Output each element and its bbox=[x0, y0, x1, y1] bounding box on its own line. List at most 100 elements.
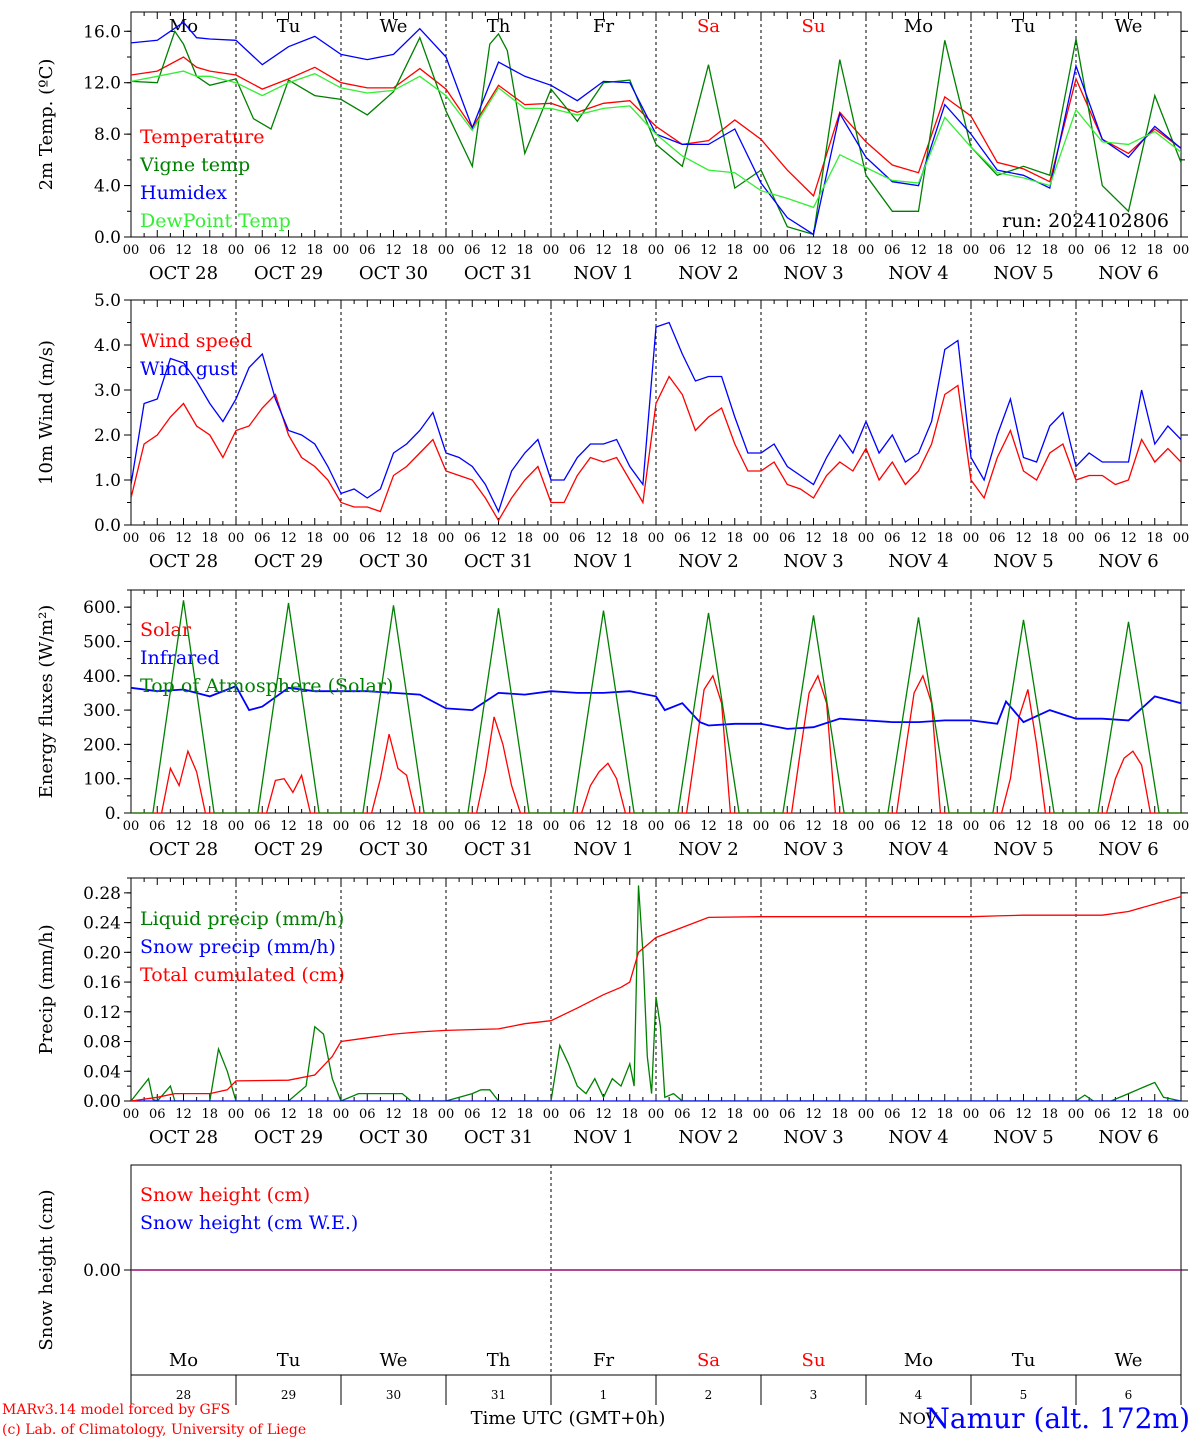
legend-entry: DewPoint Temp bbox=[140, 210, 291, 232]
x-tick-label: 12 bbox=[1015, 243, 1032, 258]
x-tick-label: 18 bbox=[621, 243, 638, 258]
date-label: NOV 2 bbox=[678, 1127, 738, 1148]
date-label: OCT 31 bbox=[464, 551, 533, 572]
day-number: 28 bbox=[176, 1388, 191, 1402]
day-label: Sa bbox=[697, 16, 720, 37]
x-tick-label: 18 bbox=[831, 1107, 848, 1122]
x-tick-label: 12 bbox=[490, 531, 507, 546]
day-number: 29 bbox=[281, 1388, 296, 1402]
series-line bbox=[131, 29, 1181, 236]
x-tick-label: 00 bbox=[228, 819, 245, 834]
y-tick-label: 0.16 bbox=[83, 973, 121, 993]
x-tick-label: 00 bbox=[963, 819, 980, 834]
day-label: Mo bbox=[904, 16, 933, 37]
y-tick-label: 0.0 bbox=[94, 228, 121, 248]
x-tick-label: 06 bbox=[359, 531, 376, 546]
x-tick-label: 00 bbox=[333, 819, 350, 834]
series-line bbox=[131, 684, 1181, 730]
x-tick-label: 00 bbox=[1173, 531, 1190, 546]
x-tick-label: 06 bbox=[779, 243, 796, 258]
y-tick-label: 0.20 bbox=[83, 943, 121, 963]
x-tick-label: 12 bbox=[805, 819, 822, 834]
x-tick-label: 00 bbox=[648, 243, 665, 258]
day-label: Fr bbox=[593, 1350, 614, 1371]
panels: 00 06 12 18 OCT 28 00 06 12 18 OCT 29 00 06 12 18 OCT … bbox=[36, 11, 1190, 1405]
x-tick-label: 00 bbox=[123, 243, 140, 258]
x-tick-label: 18 bbox=[621, 531, 638, 546]
x-tick-label: 18 bbox=[726, 243, 743, 258]
x-tick-label: 12 bbox=[175, 819, 192, 834]
x-tick-label: 06 bbox=[149, 1107, 166, 1122]
date-label: OCT 30 bbox=[359, 551, 428, 572]
x-tick-label: 00 bbox=[648, 819, 665, 834]
x-tick-label: 06 bbox=[884, 819, 901, 834]
date-label: OCT 28 bbox=[149, 1127, 218, 1148]
date-label: NOV 4 bbox=[888, 839, 948, 860]
x-tick-label: 00 bbox=[858, 243, 875, 258]
y-tick-label: 0.04 bbox=[83, 1062, 121, 1082]
x-tick-label: 00 bbox=[543, 1107, 560, 1122]
day-label: We bbox=[1115, 16, 1143, 37]
x-tick-label: 00 bbox=[753, 819, 770, 834]
x-tick-label: 00 bbox=[333, 1107, 350, 1122]
x-tick-label: 00 bbox=[543, 531, 560, 546]
series-line bbox=[131, 885, 1181, 1101]
run-label: run: 2024102806 bbox=[1002, 210, 1169, 232]
x-tick-label: 12 bbox=[175, 1107, 192, 1122]
x-tick-label: 18 bbox=[516, 531, 533, 546]
date-label: NOV 3 bbox=[783, 263, 843, 284]
day-label: We bbox=[1115, 1350, 1143, 1371]
x-tick-label: 06 bbox=[149, 819, 166, 834]
y-axis-label: 10m Wind (m/s) bbox=[36, 340, 57, 485]
x-tick-label: 12 bbox=[1120, 243, 1137, 258]
date-label: NOV 4 bbox=[888, 263, 948, 284]
date-label: NOV 3 bbox=[783, 1127, 843, 1148]
x-tick-label: 06 bbox=[674, 531, 691, 546]
day-label: Tu bbox=[1012, 1350, 1036, 1371]
x-tick-label: 00 bbox=[648, 531, 665, 546]
x-tick-label: 06 bbox=[359, 1107, 376, 1122]
date-label: OCT 28 bbox=[149, 263, 218, 284]
date-label: OCT 29 bbox=[254, 263, 323, 284]
x-tick-label: 00 bbox=[543, 819, 560, 834]
x-tick-label: 06 bbox=[569, 243, 586, 258]
x-tick-label: 00 bbox=[228, 243, 245, 258]
date-label: NOV 1 bbox=[573, 1127, 633, 1148]
x-tick-label: 12 bbox=[280, 1107, 297, 1122]
x-tick-label: 00 bbox=[753, 243, 770, 258]
y-tick-label: 4.0 bbox=[94, 177, 121, 197]
y-tick-label: 400. bbox=[83, 667, 121, 687]
x-tick-label: 12 bbox=[385, 243, 402, 258]
x-tick-label: 18 bbox=[936, 531, 953, 546]
x-tick-label: 06 bbox=[884, 243, 901, 258]
date-label: NOV 6 bbox=[1098, 839, 1158, 860]
x-tick-label: 06 bbox=[254, 243, 271, 258]
legend-entry: Vigne temp bbox=[139, 154, 250, 176]
legend-entry: Snow height (cm) bbox=[140, 1184, 310, 1206]
day-number: 30 bbox=[386, 1388, 401, 1402]
x-tick-label: 06 bbox=[359, 243, 376, 258]
day-label: Tu bbox=[277, 1350, 301, 1371]
x-tick-label: 12 bbox=[595, 531, 612, 546]
x-tick-label: 18 bbox=[201, 531, 218, 546]
x-tick-label: 06 bbox=[149, 531, 166, 546]
x-tick-label: 12 bbox=[1015, 819, 1032, 834]
x-tick-label: 12 bbox=[490, 1107, 507, 1122]
x-tick-label: 12 bbox=[1015, 1107, 1032, 1122]
x-tick-label: 18 bbox=[516, 819, 533, 834]
x-tick-label: 00 bbox=[963, 1107, 980, 1122]
day-label: Mo bbox=[169, 1350, 198, 1371]
x-tick-label: 18 bbox=[936, 819, 953, 834]
legend-entry: Wind speed bbox=[140, 330, 252, 352]
date-label: NOV 4 bbox=[888, 1127, 948, 1148]
y-tick-label: 0.28 bbox=[83, 884, 121, 904]
day-label: Su bbox=[802, 1350, 826, 1371]
x-tick-label: 06 bbox=[464, 531, 481, 546]
x-tick-label: 00 bbox=[228, 531, 245, 546]
x-tick-label: 06 bbox=[569, 1107, 586, 1122]
x-tick-label: 06 bbox=[1094, 819, 1111, 834]
x-tick-label: 12 bbox=[595, 819, 612, 834]
x-tick-label: 06 bbox=[254, 819, 271, 834]
